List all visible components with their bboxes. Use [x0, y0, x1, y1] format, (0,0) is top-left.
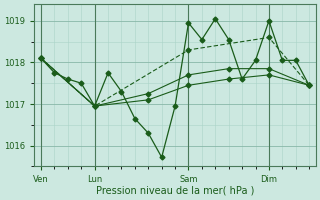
- X-axis label: Pression niveau de la mer( hPa ): Pression niveau de la mer( hPa ): [96, 186, 254, 196]
